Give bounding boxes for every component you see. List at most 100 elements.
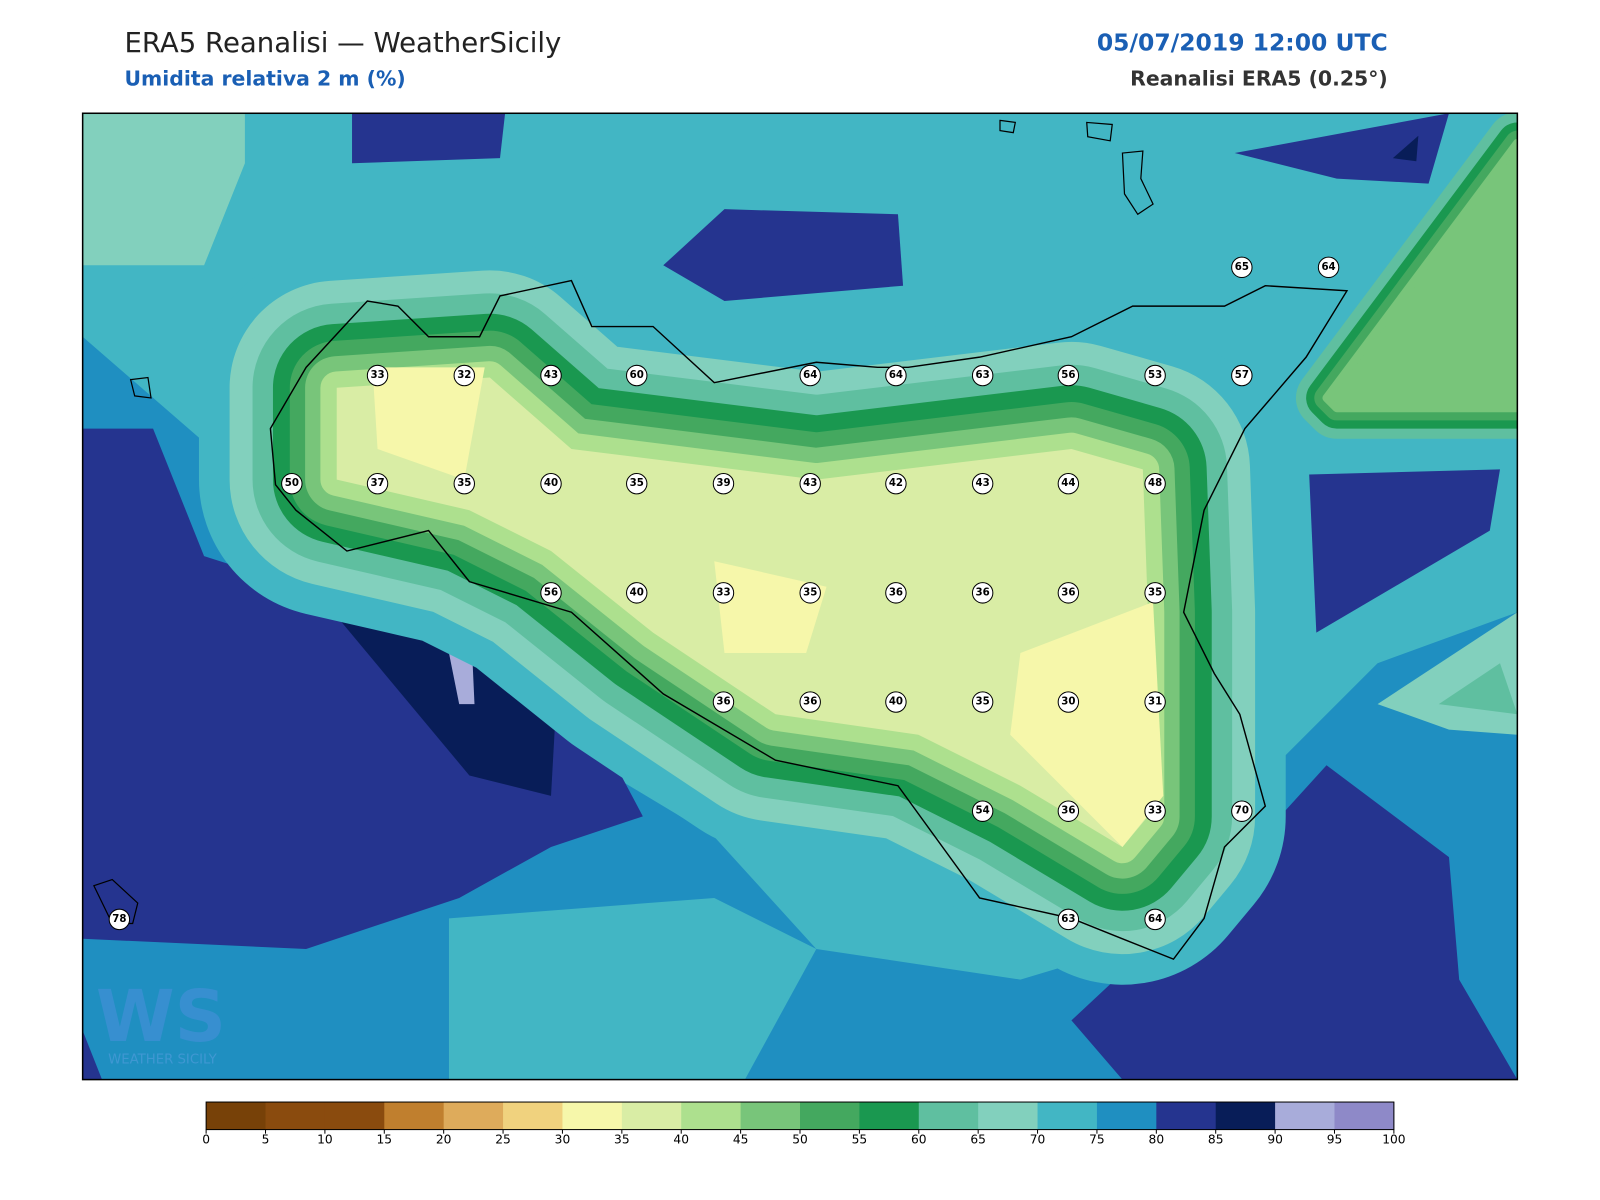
station-value: 64 [803,370,817,381]
station-value: 35 [457,478,471,489]
colorbar-tick-label: 100 [1382,1132,1405,1146]
station-marker [1231,800,1253,822]
station-marker [540,472,562,495]
station-marker [799,691,821,713]
station-marker [1057,582,1080,604]
contour [352,113,506,164]
contour [82,1030,103,1080]
colorbar-swatch [443,1102,504,1130]
colorbar-tick-label: 35 [614,1132,630,1146]
station-value: 40 [544,478,558,489]
station-marker [1144,908,1166,931]
station-marker [1144,364,1166,387]
station-value: 43 [976,478,990,489]
colorbar-swatch [206,1102,267,1130]
colorbar-swatch [562,1102,623,1130]
subtitle: Umidita relativa 2 m (%) [124,67,405,91]
station-marker [366,472,389,495]
station-marker [1057,472,1080,495]
station-value: 78 [112,914,126,925]
contour [1010,602,1164,847]
station-value: 36 [976,587,990,598]
colorbar-tick-label: 70 [1030,1132,1046,1146]
station-marker [885,582,907,604]
station-marker [626,582,648,604]
station-value: 35 [803,587,817,598]
station-value: 65 [1235,262,1249,273]
colorbar-tick-label: 55 [852,1132,868,1146]
contour [82,113,245,266]
datetime: 05/07/2019 12:00 UTC [1097,28,1388,56]
colorbar-swatch [1275,1102,1335,1130]
station-value: 48 [1148,478,1162,489]
station-value: 64 [1321,262,1335,273]
contour [714,561,827,654]
colorbar-swatch [740,1102,801,1130]
station-marker [799,364,821,387]
colorbar-swatch [918,1102,979,1130]
station-value: 32 [457,370,471,381]
colorbar-swatch [681,1102,742,1130]
station-marker [712,582,735,604]
station-value: 37 [370,478,384,489]
station-marker [712,472,735,495]
colorbar-swatch [978,1102,1039,1130]
colorbar-tick-label: 0 [202,1132,210,1146]
colorbar-tick-label: 60 [911,1132,927,1146]
contour [372,367,485,480]
source: Reanalisi ERA5 (0.25°) [1130,67,1388,91]
station-value: 64 [889,370,903,381]
colorbar-tick-label: 45 [733,1132,749,1146]
station-value: 35 [976,697,990,708]
contour [663,209,904,302]
station-marker [1057,800,1080,822]
map [82,113,1518,1080]
station-marker [971,472,994,495]
station-value: 30 [1061,697,1075,708]
station-value: 33 [370,370,384,381]
colorbar-tick-label: 85 [1208,1132,1224,1146]
station-marker [626,472,648,495]
station-value: 40 [630,587,644,598]
colorbar-swatch [1037,1102,1098,1130]
station-value: 36 [889,587,903,598]
coastline [93,119,1154,925]
logo-name: WEATHER SICILY [108,1052,217,1067]
station-value: 64 [1148,914,1162,925]
station-marker [1057,908,1080,931]
station-marker [1144,691,1166,713]
colorbar-tick-label: 65 [970,1132,986,1146]
station-value: 40 [889,697,903,708]
coastline [269,279,1349,961]
station-value: 39 [716,478,730,489]
station-marker [540,582,562,604]
colorbar-tick-label: 80 [1149,1132,1165,1146]
station-marker [799,472,821,495]
colorbar-swatch [265,1102,326,1130]
station-marker [1057,691,1080,713]
colorbar-tick-label: 30 [555,1132,571,1146]
station-marker [712,691,735,713]
station-marker [885,472,907,495]
station-value: 42 [889,478,903,489]
map-frame [81,112,1519,1081]
contour [1071,765,1518,1080]
colorbar-swatch [1156,1102,1217,1130]
logo-mark: WS [96,975,226,1058]
station-marker [108,908,131,931]
station-marker [1144,800,1166,822]
title: ERA5 Reanalisi — WeatherSicily [124,27,561,59]
colorbar-tick-label: 40 [673,1132,689,1146]
station-marker [1317,256,1340,279]
colorbar-tick-label: 90 [1267,1132,1283,1146]
station-value: 70 [1235,806,1249,817]
colorbar-swatch [1334,1102,1395,1130]
station-value: 36 [716,697,730,708]
station-marker [971,691,994,713]
station-marker [885,364,907,387]
station-marker [453,364,475,387]
station-marker [1231,256,1253,279]
colorbar-swatch [1096,1102,1157,1130]
station-value: 33 [1148,806,1162,817]
